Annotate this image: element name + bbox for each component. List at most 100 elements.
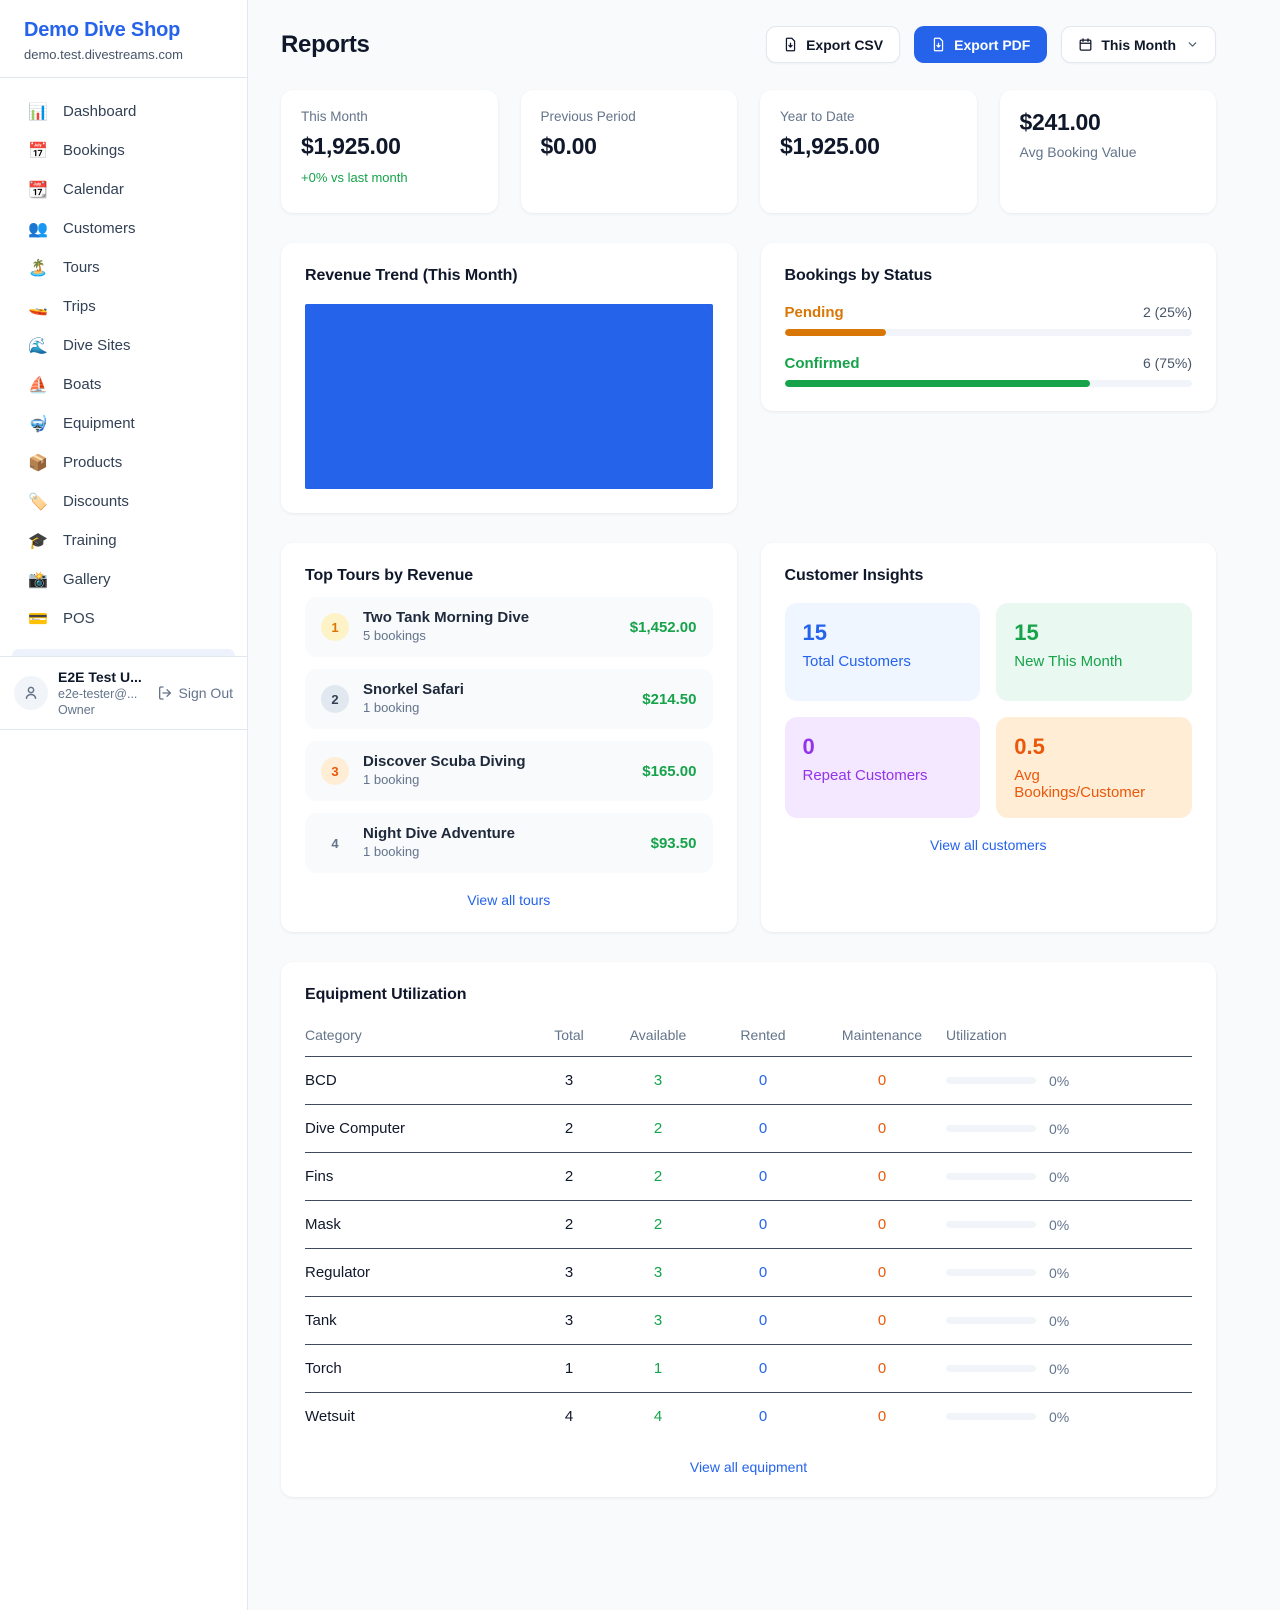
customers-icon: 👥 bbox=[28, 219, 48, 238]
cell-total: 2 bbox=[530, 1152, 608, 1201]
sidebar-item-equipment[interactable]: 🤿 Equipment bbox=[12, 404, 235, 443]
sidebar-item-label: Gallery bbox=[63, 571, 111, 588]
tour-revenue: $93.50 bbox=[650, 834, 697, 852]
brand-domain: demo.test.divestreams.com bbox=[24, 47, 183, 62]
stat-value: $241.00 bbox=[1019, 109, 1101, 135]
sidebar-item-products[interactable]: 📦 Products bbox=[12, 443, 235, 482]
wave-icon: 🌊 bbox=[28, 336, 48, 355]
tile-label: Total Customers bbox=[802, 653, 911, 670]
avatar bbox=[14, 676, 48, 710]
utilization-percent: 0% bbox=[1049, 1216, 1070, 1233]
view-all-customers-link[interactable]: View all customers bbox=[930, 837, 1047, 853]
tour-revenue: $1,452.00 bbox=[629, 618, 697, 636]
sign-out-label: Sign Out bbox=[178, 685, 233, 701]
tile-label: Avg Bookings/Customer bbox=[1014, 767, 1146, 801]
tag-icon: 🏷️ bbox=[28, 492, 48, 511]
sign-out-button[interactable]: Sign Out bbox=[157, 685, 233, 701]
lists-row: Top Tours by Revenue 1 Two Tank Morning … bbox=[281, 543, 1216, 932]
brand-name: Demo Dive Shop bbox=[24, 19, 181, 41]
cell-maintenance: 0 bbox=[818, 1104, 946, 1153]
charts-row: Revenue Trend (This Month) Bookings by S… bbox=[281, 243, 1216, 513]
cell-utilization: 0% bbox=[946, 1296, 1192, 1345]
tile-value: 0 bbox=[802, 734, 815, 759]
cell-utilization: 0% bbox=[946, 1056, 1192, 1105]
sidebar-item-label: Trips bbox=[63, 298, 96, 315]
stat-value: $0.00 bbox=[540, 133, 597, 159]
table-row: Tank 3 3 0 0 0% bbox=[305, 1296, 1192, 1345]
period-dropdown[interactable]: This Month bbox=[1061, 26, 1216, 63]
cell-total: 4 bbox=[564, 1408, 574, 1425]
tour-list-item[interactable]: 2 Snorkel Safari 1 booking $214.50 bbox=[305, 669, 713, 729]
sidebar-item-label: Training bbox=[63, 532, 117, 549]
bookings-by-status-card: Bookings by Status Pending 2 (25%) Confi… bbox=[760, 243, 1216, 411]
sidebar-item-label: Bookings bbox=[63, 142, 125, 159]
stat-delta: +0% vs last month bbox=[301, 170, 408, 185]
progress-fill bbox=[784, 380, 1091, 387]
progress-track bbox=[784, 380, 1192, 387]
cell-maintenance: 0 bbox=[818, 1152, 946, 1201]
utilization-track bbox=[946, 1413, 1036, 1420]
cell-category: Wetsuit bbox=[305, 1408, 355, 1425]
sidebar-item-discounts[interactable]: 🏷️ Discounts bbox=[12, 482, 235, 521]
sidebar-item-gallery[interactable]: 📸 Gallery bbox=[12, 560, 235, 599]
bookings-calendar-icon: 📅 bbox=[28, 141, 48, 160]
stat-card-avg-booking-value: $241.00 Avg Booking Value bbox=[999, 90, 1216, 213]
insight-tile-repeat-customers: 0 Repeat Customers bbox=[784, 717, 981, 818]
sidebar-item-label: Equipment bbox=[63, 415, 135, 432]
camera-icon: 📸 bbox=[28, 570, 48, 589]
cell-maintenance: 0 bbox=[818, 1056, 946, 1105]
dashboard-icon: 📊 bbox=[28, 102, 48, 121]
utilization-percent: 0% bbox=[1049, 1360, 1070, 1377]
export-pdf-button[interactable]: Export PDF bbox=[914, 26, 1048, 63]
status-row-pending: Pending 2 (25%) bbox=[784, 304, 1192, 336]
cell-rented: 0 bbox=[708, 1296, 818, 1345]
cell-rented: 0 bbox=[708, 1056, 818, 1105]
cell-total: 1 bbox=[530, 1344, 608, 1393]
page-title: Reports bbox=[281, 30, 370, 58]
cell-utilization: 0% bbox=[946, 1104, 1192, 1153]
tour-name: Two Tank Morning Dive bbox=[363, 609, 530, 626]
cell-total: 2 bbox=[530, 1200, 608, 1249]
tour-name: Discover Scuba Diving bbox=[363, 753, 526, 770]
sidebar-item-calendar[interactable]: 📆 Calendar bbox=[12, 170, 235, 209]
sidebar-item-dive-sites[interactable]: 🌊 Dive Sites bbox=[12, 326, 235, 365]
top-tours-card: Top Tours by Revenue 1 Two Tank Morning … bbox=[281, 543, 737, 932]
stat-card-year-to-date: Year to Date $1,925.00 bbox=[760, 90, 977, 213]
tour-list-item[interactable]: 3 Discover Scuba Diving 1 booking $165.00 bbox=[305, 741, 713, 801]
view-all-tours-link[interactable]: View all tours bbox=[467, 892, 551, 908]
progress-fill bbox=[784, 329, 887, 336]
utilization-percent: 0% bbox=[1049, 1408, 1070, 1425]
user-box: E2E Test U... e2e-tester@... Owner Sign … bbox=[0, 656, 247, 730]
user-email: e2e-tester@... bbox=[58, 687, 138, 701]
customer-insights-card: Customer Insights 15 Total Customers 15 … bbox=[760, 543, 1216, 932]
view-all-equipment-link[interactable]: View all equipment bbox=[689, 1459, 808, 1475]
sidebar-item-label: Discounts bbox=[63, 493, 129, 510]
export-csv-button[interactable]: Export CSV bbox=[766, 26, 901, 63]
cell-rented: 0 bbox=[708, 1200, 818, 1249]
sidebar-item-bookings[interactable]: 📅 Bookings bbox=[12, 131, 235, 170]
column-header: Total bbox=[530, 1017, 608, 1057]
sidebar-nav: 📊 Dashboard 📅 Bookings 📆 Calendar 👥 Customer… bbox=[0, 78, 247, 638]
sidebar-item-label: Calendar bbox=[63, 181, 124, 198]
sidebar-item-label: Customers bbox=[63, 220, 136, 237]
tour-list-item[interactable]: 4 Night Dive Adventure 1 booking $93.50 bbox=[305, 813, 713, 873]
cell-available: 4 bbox=[653, 1408, 663, 1425]
sidebar-item-trips[interactable]: 🚤 Trips bbox=[12, 287, 235, 326]
equipment-utilization-title: Equipment Utilization bbox=[305, 986, 467, 1003]
insight-tile-total-customers: 15 Total Customers bbox=[784, 603, 981, 701]
cell-utilization: 0% bbox=[946, 1344, 1192, 1393]
sidebar-item-customers[interactable]: 👥 Customers bbox=[12, 209, 235, 248]
tour-name: Night Dive Adventure bbox=[363, 825, 515, 842]
nav-active-item-partial[interactable] bbox=[12, 649, 235, 656]
table-row: Wetsuit 4 4 0 0 0% bbox=[305, 1393, 1192, 1441]
utilization-percent: 0% bbox=[1049, 1072, 1070, 1089]
cell-category: Regulator bbox=[305, 1248, 530, 1297]
sidebar-item-tours[interactable]: 🏝️ Tours bbox=[12, 248, 235, 287]
sailboat-icon: ⛵ bbox=[28, 375, 48, 394]
sidebar-item-dashboard[interactable]: 📊 Dashboard bbox=[12, 92, 235, 131]
utilization-track bbox=[946, 1221, 1036, 1228]
sidebar-item-pos[interactable]: 💳 POS bbox=[12, 599, 235, 638]
sidebar-item-boats[interactable]: ⛵ Boats bbox=[12, 365, 235, 404]
tour-list-item[interactable]: 1 Two Tank Morning Dive 5 bookings $1,452… bbox=[305, 597, 713, 657]
sidebar-item-training[interactable]: 🎓 Training bbox=[12, 521, 235, 560]
